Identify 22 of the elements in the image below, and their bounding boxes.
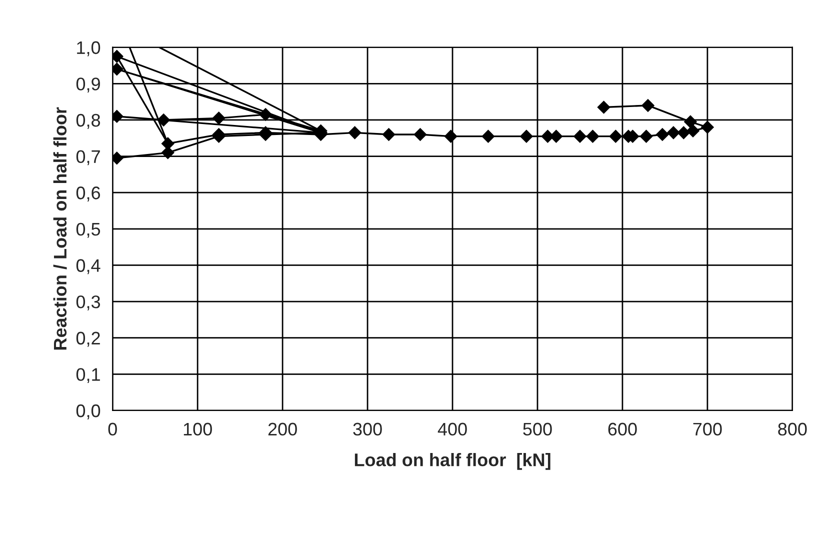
x-tick-label: 600	[608, 422, 637, 436]
y-tick-label: 1,0	[77, 41, 100, 56]
y-axis-title: Reaction / Load on half floor	[53, 107, 67, 350]
y-tick-label: 0,5	[76, 222, 100, 238]
x-tick-label: 200	[268, 422, 297, 436]
y-tick-label: 0,7	[76, 150, 100, 166]
x-tick-label: 800	[778, 422, 807, 436]
y-tick-label: 0,1	[76, 368, 100, 384]
x-tick-label: 700	[693, 422, 722, 436]
x-tick-label: 500	[523, 422, 552, 436]
y-tick-label: 0,4	[76, 259, 100, 274]
y-tick-label: 0,0	[76, 404, 100, 420]
y-tick-label: 0,2	[76, 332, 100, 347]
x-tick-label: 300	[353, 422, 382, 436]
x-axis-title: Load on half floor [kN]	[354, 453, 550, 470]
x-tick-label: 100	[184, 422, 212, 436]
y-tick-label: 0,8	[76, 114, 100, 129]
y-tick-label: 0,3	[76, 295, 100, 310]
y-tick-label: 0,9	[76, 78, 100, 93]
x-tick-label: 400	[438, 422, 467, 436]
y-tick-label: 0,6	[76, 186, 100, 202]
x-tick-label: 0	[108, 422, 117, 436]
